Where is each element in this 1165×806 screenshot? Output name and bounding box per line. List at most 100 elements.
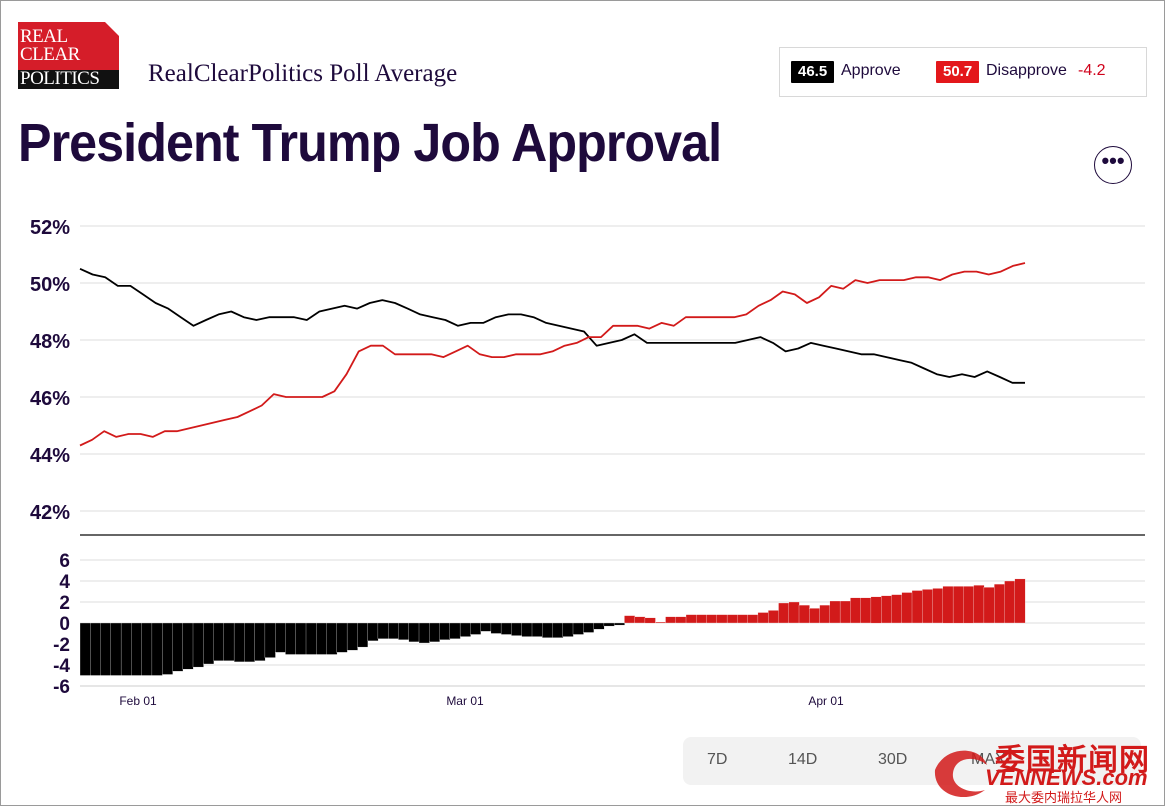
spread-bar <box>79 622 91 676</box>
spread-value: -4.2 <box>1078 62 1106 79</box>
spread-bar <box>120 622 132 676</box>
spread-bar <box>418 622 430 644</box>
spread-bar <box>172 622 184 672</box>
spread-bar <box>839 600 851 624</box>
range-14d-button[interactable]: 14D <box>788 751 818 768</box>
spread-bar <box>429 622 440 643</box>
logo-line2: CLEAR <box>20 44 80 65</box>
range-max-button[interactable]: MAX <box>971 751 1006 768</box>
spread-bar <box>911 590 923 624</box>
watermark-swirl-icon <box>934 750 987 798</box>
spread-bar <box>100 622 112 676</box>
spread-bar <box>264 622 276 658</box>
spread-bar <box>942 586 954 624</box>
logo-line1: REAL <box>20 26 68 47</box>
spread-bar <box>192 622 204 668</box>
spread-bar <box>706 614 718 624</box>
watermark-en: VENNEWS.com <box>985 765 1148 790</box>
spread-bar <box>346 622 358 651</box>
bar-y-tick-label: -4 <box>53 656 70 677</box>
logo-black-band <box>18 70 119 89</box>
watermark: 委国新闻网 VENNEWS.com 最大委内瑞拉华人网 <box>925 735 1165 805</box>
approve-label: Approve <box>841 62 901 79</box>
page-title: President Trump Job Approval <box>18 113 722 173</box>
spread-bar <box>860 597 872 624</box>
spread-bar <box>932 588 944 624</box>
approval-lines <box>79 262 1026 447</box>
series-line-approve <box>79 267 1025 384</box>
spread-bar <box>655 621 666 624</box>
bar-y-tick-label: 4 <box>59 572 70 593</box>
time-range-selector: 7D 14D 30D MAX <box>683 737 1141 785</box>
spread-bar <box>829 600 841 624</box>
line-chart-y-ticks: 52% 50% 48% 46% 44% 42% <box>30 217 70 524</box>
spread-bar <box>357 622 369 648</box>
spread-bar <box>439 622 451 640</box>
spread-bar <box>182 622 194 670</box>
spread-bar <box>891 594 903 624</box>
spread-bar <box>675 616 687 624</box>
spread-bar <box>850 597 862 624</box>
spread-bar <box>593 622 605 630</box>
spread-bar <box>716 614 728 624</box>
y-tick-label: 44% <box>30 445 70 467</box>
spread-bar <box>798 604 810 624</box>
spread-bar <box>983 587 995 624</box>
spread-bar <box>819 604 831 624</box>
bar-y-tick-label: 0 <box>59 614 70 635</box>
y-tick-label: 52% <box>30 217 70 239</box>
y-tick-label: 50% <box>30 274 70 296</box>
range-7d-button[interactable]: 7D <box>707 751 728 768</box>
spread-bar <box>788 601 800 624</box>
spread-bar <box>696 614 708 624</box>
spread-bar <box>490 622 502 634</box>
x-tick-label: Feb 01 <box>119 694 157 708</box>
spread-bar <box>881 595 892 624</box>
spread-bar <box>572 622 584 635</box>
more-options-button[interactable]: ••• <box>1094 146 1132 184</box>
spread-bar <box>665 616 677 624</box>
y-tick-label: 48% <box>30 331 70 353</box>
rcp-logo[interactable]: REAL CLEAR POLITICS <box>18 22 119 89</box>
spread-bar <box>223 622 235 661</box>
spread-bar <box>922 589 934 624</box>
spread-bar <box>870 596 882 624</box>
spread-bar <box>151 622 163 676</box>
spread-bar <box>500 622 512 635</box>
spread-bar <box>994 583 1005 624</box>
range-30d-button[interactable]: 30D <box>878 751 908 768</box>
logo-corner-fold <box>105 22 119 36</box>
spread-bar <box>809 608 821 624</box>
spread-bar <box>726 614 738 624</box>
spread-bar <box>747 614 759 624</box>
spread-bar <box>562 622 574 637</box>
spread-bar <box>542 622 553 638</box>
spread-bar <box>521 622 533 637</box>
x-tick-label: Mar 01 <box>446 694 484 708</box>
spread-bar <box>110 622 122 676</box>
x-tick-label: Apr 01 <box>808 694 844 708</box>
spread-bar <box>685 614 697 624</box>
spread-bar <box>141 622 153 676</box>
spread-bar <box>203 622 215 665</box>
spread-bar <box>531 622 543 637</box>
disapprove-label: Disapprove <box>986 62 1067 79</box>
spread-bar <box>398 622 410 640</box>
line-chart-grid <box>80 225 1145 512</box>
spread-bar <box>634 616 646 624</box>
spread-bar <box>768 610 779 624</box>
spread-bar <box>377 622 389 639</box>
spread-bar <box>285 622 297 655</box>
spread-bar <box>778 602 790 624</box>
bar-y-tick-label: -2 <box>53 635 70 656</box>
y-tick-label: 42% <box>30 502 70 524</box>
spread-bar <box>737 614 749 624</box>
spread-bar <box>603 622 615 627</box>
spread-bar <box>233 622 245 663</box>
watermark-cn: 委国新闻网 <box>995 744 1150 777</box>
spread-bar <box>901 592 913 624</box>
spread-bar <box>459 622 471 637</box>
page-subtitle: RealClearPolitics Poll Average <box>148 60 458 87</box>
